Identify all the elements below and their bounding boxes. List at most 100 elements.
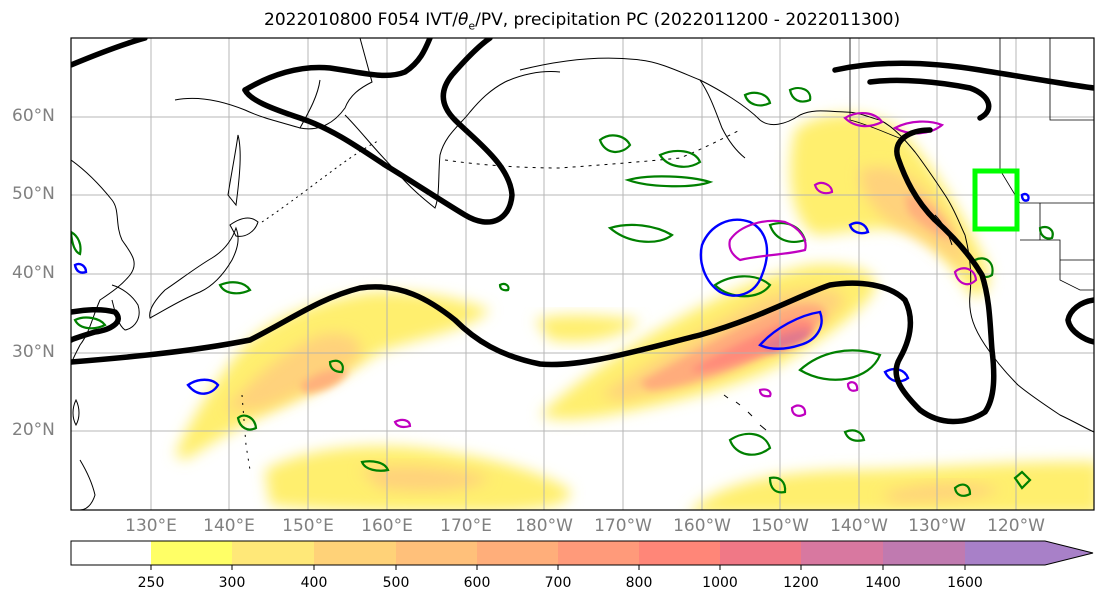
green-contour <box>788 86 812 103</box>
coast-hawaii <box>723 394 767 431</box>
green-contour <box>843 429 866 442</box>
lon-tick-label: 150°W <box>751 516 809 536</box>
magenta-contour <box>728 219 807 262</box>
pv-contour-subtropical <box>71 127 997 425</box>
coast-alaska-pen <box>699 79 746 159</box>
green-contour <box>236 414 258 431</box>
ivt-plume-central-peak <box>760 329 812 352</box>
pv-contour-kamchatka-loop <box>242 38 515 225</box>
magenta-contour <box>846 381 859 392</box>
magenta-contour <box>843 112 884 128</box>
target-region-box <box>972 168 1020 232</box>
colorbar-segment-250 <box>151 541 232 565</box>
lon-tick-label: 140°E <box>203 516 255 536</box>
pv-contour-west-small <box>71 306 121 343</box>
green-contour <box>498 282 510 292</box>
green-contour <box>607 223 674 243</box>
green-contour <box>798 349 882 381</box>
green-contour <box>360 460 390 472</box>
lat-tick-label: 30°N <box>12 342 55 362</box>
colorbar-label: 300 <box>218 575 246 591</box>
coast-alaska <box>519 57 966 236</box>
blue-contour <box>1020 192 1030 202</box>
coast-okhotsk <box>174 38 373 130</box>
green-contour <box>1038 226 1054 240</box>
border-us-states <box>1020 203 1094 291</box>
lon-tick-label: 160°E <box>361 516 413 536</box>
colorbar-label: 500 <box>382 575 410 591</box>
colorbar-label: 1000 <box>702 575 738 591</box>
pv-contour-gulf-alaska <box>832 60 1094 121</box>
colorbar-label: 250 <box>137 575 165 591</box>
map-panel <box>71 38 1094 510</box>
ivt-band-south-core <box>360 465 490 492</box>
figure-title: 2022010800 F054 IVT/θe/PV, precipitation… <box>264 10 901 33</box>
colorbar-label: 800 <box>625 575 653 591</box>
colorbar <box>70 540 1094 570</box>
magenta-contour <box>813 181 834 195</box>
green-contour <box>713 275 772 298</box>
green-contour <box>71 230 82 256</box>
map-frame <box>70 37 1095 511</box>
green-contour <box>658 149 702 168</box>
colorbar-segment-1000 <box>720 541 801 565</box>
ivt-plume-central-b <box>535 315 640 342</box>
ivt-plume-central-3 <box>690 319 814 372</box>
lon-tick-label: 160°W <box>673 516 731 536</box>
green-contour <box>1013 470 1032 490</box>
coast-west-na <box>964 234 1094 433</box>
colorbar-segment-1400 <box>883 541 965 565</box>
colorbar-ticks <box>150 565 966 570</box>
coast-philippines <box>79 459 96 510</box>
green-contour <box>598 134 632 153</box>
gridlines <box>71 38 1094 510</box>
lon-tick-label: 130°E <box>125 516 177 536</box>
colorbar-segment-400 <box>314 541 396 565</box>
lat-tick-label: 60°N <box>12 106 55 126</box>
colorbar-label: 400 <box>300 575 328 591</box>
colorbar-label: 1400 <box>865 575 901 591</box>
magenta-contour <box>758 388 772 398</box>
colorbar-segment-1600-extend <box>965 541 1093 565</box>
green-contour <box>953 483 972 497</box>
colorbar-outline <box>70 540 1094 566</box>
lon-tick-label: 170°E <box>440 516 492 536</box>
colorbar-segment-700 <box>558 541 639 565</box>
colorbar-label: 700 <box>544 575 572 591</box>
colorbar-label: 600 <box>463 575 491 591</box>
colorbar-segment-800 <box>639 541 720 565</box>
pv-contour-east-small <box>1065 297 1094 345</box>
colorbar-segment-1200 <box>801 541 883 565</box>
coast-hokkaido <box>229 217 259 237</box>
lon-tick-label: 170°W <box>594 516 652 536</box>
green-contour <box>743 91 772 107</box>
coast-sakhalin <box>227 134 241 207</box>
colorbar-label: 1600 <box>947 575 983 591</box>
colorbar-segment-600 <box>477 541 558 565</box>
colorbar-segment-below <box>71 541 151 565</box>
coast-japan <box>149 226 239 319</box>
lon-tick-label: 140°W <box>830 516 888 536</box>
lon-tick-label: 120°W <box>987 516 1045 536</box>
green-contour <box>218 281 252 295</box>
magenta-contour <box>790 404 807 417</box>
lat-tick-label: 50°N <box>12 184 55 204</box>
ivt-band-southeast <box>692 461 1094 510</box>
precip-magenta-contours <box>393 112 978 429</box>
lon-tick-label: 180°W <box>515 516 573 536</box>
blue-contour <box>73 262 88 274</box>
green-contour <box>73 316 107 330</box>
green-contour <box>768 476 787 494</box>
magenta-contour <box>953 267 978 286</box>
lat-tick-label: 40°N <box>12 263 55 283</box>
precip-blue-contours <box>73 192 1030 395</box>
colorbar-segment-300 <box>232 541 314 565</box>
ivt-field <box>175 114 1094 510</box>
precip-green-contours <box>71 86 1054 497</box>
borders <box>849 38 1094 291</box>
lon-tick-label: 150°E <box>282 516 334 536</box>
magenta-contour <box>393 418 412 429</box>
green-contour <box>728 432 772 456</box>
ivt-plume-west-peak <box>300 368 348 393</box>
